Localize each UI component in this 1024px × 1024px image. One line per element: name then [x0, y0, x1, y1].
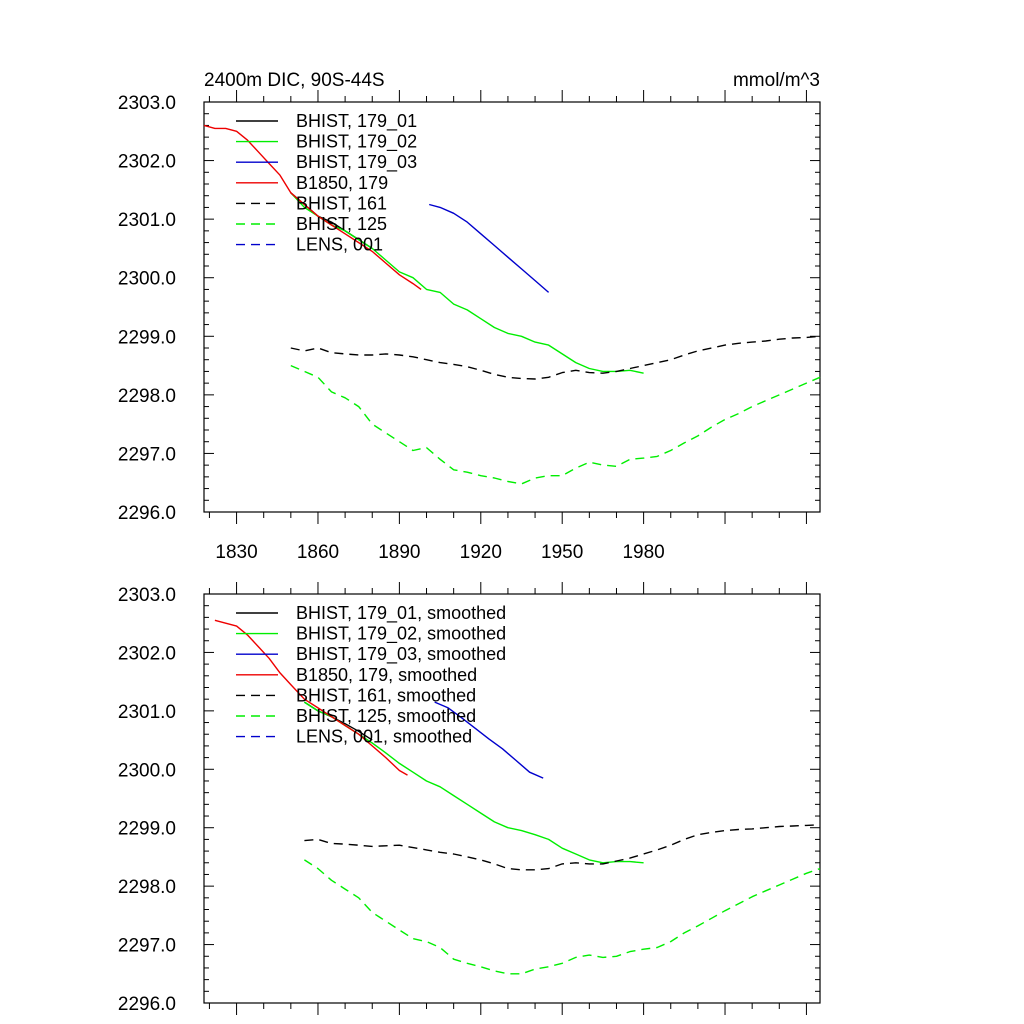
legend-label: BHIST, 179_03: [296, 152, 417, 173]
series-line: [290, 335, 821, 380]
legend-label: BHIST, 161, smoothed: [296, 685, 476, 705]
x-tick-label: 1860: [297, 542, 339, 563]
y-tick-label: 2303.0: [118, 585, 176, 606]
legend-label: BHIST, 179_02: [296, 132, 417, 153]
legend-label: BHIST, 125, smoothed: [296, 706, 476, 726]
y-tick-label: 2297.0: [118, 444, 176, 465]
series-line: [434, 701, 544, 779]
series-line: [304, 859, 821, 975]
legend-label: BHIST, 179_01, smoothed: [296, 603, 506, 624]
series-line: [429, 203, 550, 293]
y-tick-label: 2302.0: [118, 152, 176, 173]
bottom-panel: 2296.0 2297.0 2298.0 2299.0 2300.0 2301.0 2302…: [118, 582, 821, 1015]
legend-label: BHIST, 179_03, smoothed: [296, 644, 506, 665]
legend-label: B1850, 179, smoothed: [296, 665, 477, 685]
y-tick-label: 2300.0: [118, 269, 176, 290]
y-tick-label: 2299.0: [118, 327, 176, 348]
series-line: [304, 824, 821, 871]
legend-label: B1850, 179: [296, 173, 388, 193]
figure-title: 2400m DIC, 90S-44S: [204, 70, 385, 91]
legend-label: LENS, 001, smoothed: [296, 727, 472, 747]
y-tick-label: 2298.0: [118, 386, 176, 407]
series-line: [214, 619, 408, 776]
series-line: [203, 124, 422, 290]
y-tick-label: 2302.0: [118, 643, 176, 664]
plot-frame: [203, 101, 821, 513]
series-line: [290, 192, 644, 374]
x-tick-label: 1830: [215, 542, 257, 563]
series-line: [290, 364, 821, 485]
y-tick-label: 2299.0: [118, 819, 176, 840]
legend-label: LENS, 001: [296, 235, 383, 255]
y-tick-label: 2300.0: [118, 760, 176, 781]
figure-units-label: mmol/m^3: [733, 70, 820, 91]
x-tick-label: 1950: [541, 542, 583, 563]
y-tick-label: 2296.0: [118, 994, 176, 1015]
y-tick-label: 2296.0: [118, 503, 176, 524]
y-tick-label: 2297.0: [118, 936, 176, 957]
legend-label: BHIST, 179_01: [296, 111, 417, 132]
x-tick-label: 1890: [378, 542, 420, 563]
legend-label: BHIST, 161: [296, 193, 387, 213]
top-panel: 2296.0 2297.0 2298.0 2299.0 2300.0 2301.0 2302…: [118, 90, 821, 563]
plot-frame: [203, 593, 821, 1004]
x-tick-label: 1920: [460, 542, 502, 563]
y-tick-label: 2303.0: [118, 93, 176, 114]
y-tick-label: 2298.0: [118, 877, 176, 898]
y-tick-label: 2301.0: [118, 210, 176, 231]
y-tick-label: 2301.0: [118, 702, 176, 723]
legend-label: BHIST, 125: [296, 214, 387, 234]
x-tick-label: 1980: [622, 542, 664, 563]
legend-label: BHIST, 179_02, smoothed: [296, 624, 506, 645]
